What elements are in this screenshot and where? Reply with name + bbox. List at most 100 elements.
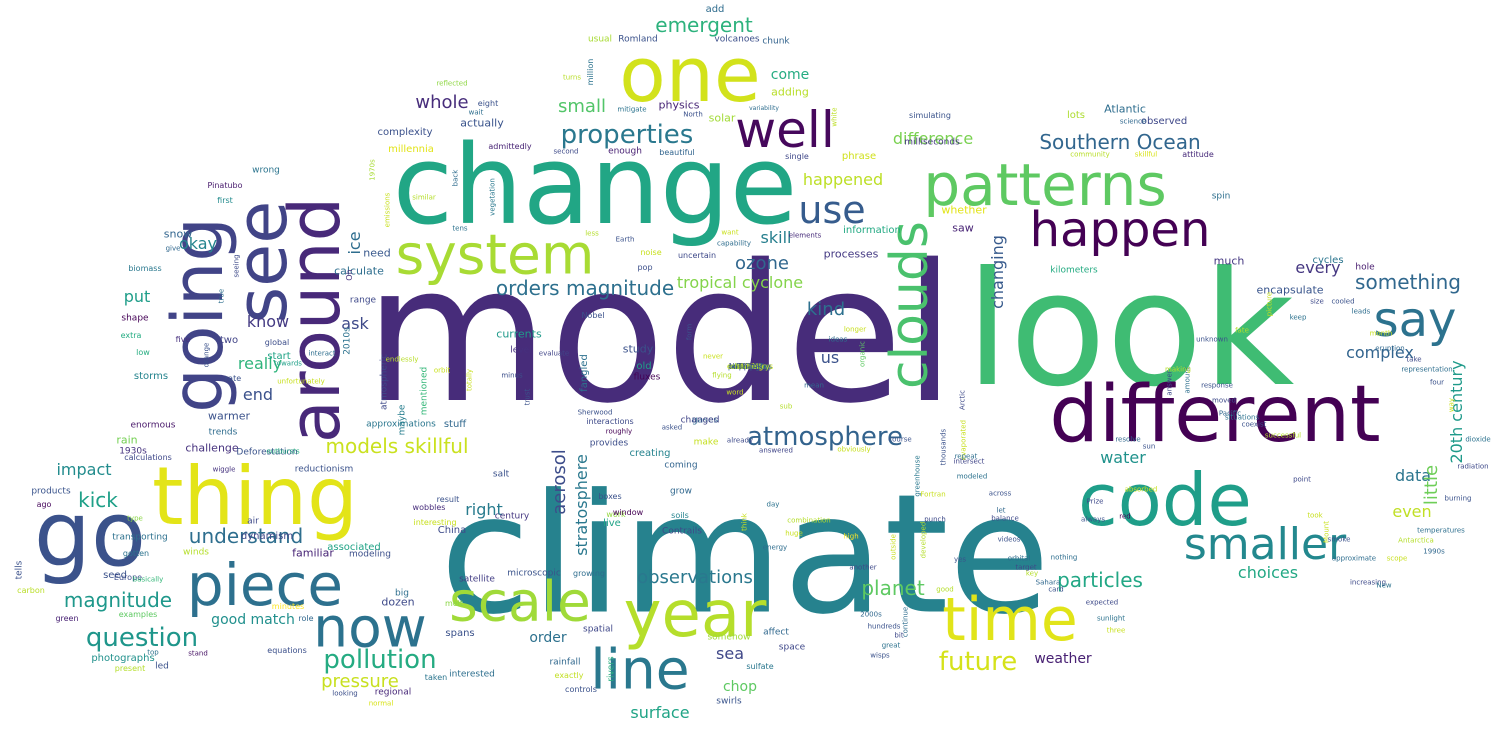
cloud-word: Atlantic xyxy=(1104,102,1146,116)
cloud-word: nothing xyxy=(1050,553,1078,562)
cloud-word: radiation xyxy=(1457,462,1489,471)
cloud-word: us xyxy=(820,348,840,367)
cloud-word: day xyxy=(766,500,780,509)
cloud-word: temperatures xyxy=(1417,526,1465,535)
cloud-word: calculate xyxy=(334,264,384,278)
cloud-word: eight xyxy=(477,99,499,108)
cloud-word: provides xyxy=(589,438,629,449)
cloud-word: eruption xyxy=(1375,344,1405,353)
cloud-word: punch xyxy=(924,515,946,524)
cloud-word: never xyxy=(702,352,724,361)
cloud-word: Contrails xyxy=(662,526,702,537)
cloud-word: aerosol xyxy=(549,449,570,515)
cloud-word: right xyxy=(465,500,503,519)
cloud-word: tells xyxy=(14,560,25,580)
cloud-word: Fortran xyxy=(920,490,946,499)
cloud-word: milliseconds xyxy=(904,137,960,148)
cloud-word: 1930s xyxy=(119,446,147,457)
cloud-word: interact xyxy=(308,349,336,358)
cloud-word: wisps xyxy=(870,651,890,660)
cloud-word: taken xyxy=(424,673,448,682)
cloud-word: mean xyxy=(804,381,824,390)
cloud-word: cooled xyxy=(1331,297,1355,306)
cloud-word: 1990s xyxy=(1423,547,1445,556)
cloud-word: data xyxy=(1394,466,1432,485)
cloud-word: single xyxy=(785,152,809,161)
cloud-word: emergent xyxy=(655,13,753,37)
cloud-word: Oh xyxy=(345,269,354,281)
cloud-word: true xyxy=(217,288,226,304)
cloud-word: somehow xyxy=(707,632,751,643)
cloud-word: mentioned xyxy=(419,366,430,416)
cloud-word: associated xyxy=(327,542,381,553)
cloud-word: change xyxy=(392,121,798,249)
cloud-word: dissipate xyxy=(732,362,768,371)
cloud-word: something xyxy=(1355,270,1461,294)
cloud-word: surface xyxy=(630,703,690,722)
cloud-word: volcanoes xyxy=(714,34,760,45)
cloud-word: ideas xyxy=(828,335,848,344)
cloud-word: patterns xyxy=(923,151,1167,219)
cloud-word: obviously xyxy=(837,445,871,454)
cloud-word: tropical cyclone xyxy=(676,273,804,292)
cloud-word: say xyxy=(1373,292,1457,348)
cloud-word: green xyxy=(55,614,79,623)
cloud-word: New xyxy=(1376,581,1392,590)
cloud-word: century xyxy=(494,511,530,522)
cloud-word: hole xyxy=(1355,262,1375,273)
cloud-word: air xyxy=(247,516,259,527)
cloud-word: Europe xyxy=(113,573,143,582)
cloud-word: representation xyxy=(1401,365,1453,374)
cloud-word: skillful xyxy=(1134,150,1158,159)
cloud-word: evaluate xyxy=(538,349,570,358)
cloud-word: organic xyxy=(858,340,867,368)
cloud-word: grow xyxy=(669,486,693,497)
cloud-word: business xyxy=(732,362,768,371)
cloud-word: predictions xyxy=(727,362,773,371)
cloud-word: use xyxy=(798,188,866,232)
cloud-word: rivers xyxy=(606,656,617,682)
cloud-word: leave xyxy=(739,362,761,371)
cloud-word: 2000s xyxy=(860,610,882,619)
cloud-word: processes xyxy=(823,247,879,261)
cloud-word: already xyxy=(726,436,754,445)
cloud-word: Prize xyxy=(1086,497,1104,506)
cloud-word: combination xyxy=(787,516,831,525)
cloud-word: red xyxy=(1119,512,1131,521)
cloud-word: modeling xyxy=(349,549,391,560)
cloud-word: another xyxy=(849,563,877,572)
cloud-word: million xyxy=(586,58,595,86)
cloud-word: stratosphere xyxy=(572,454,591,556)
cloud-word: rate xyxy=(224,374,242,383)
cloud-word: second xyxy=(553,147,579,156)
cloud-word: rain xyxy=(116,433,138,447)
cloud-word: spatial xyxy=(583,624,613,635)
cloud-word: modeled xyxy=(956,472,988,481)
cloud-word: outbursts xyxy=(266,447,300,456)
cloud-word: scale xyxy=(449,569,591,634)
cloud-word: Arctic xyxy=(958,390,967,410)
cloud-word: okay xyxy=(178,234,218,253)
cloud-word: usual xyxy=(587,34,613,45)
cloud-word: impact xyxy=(56,460,112,479)
cloud-word: Deforestation xyxy=(236,447,298,458)
cloud-word: sub xyxy=(779,402,793,411)
cloud-word: approximations xyxy=(366,419,436,430)
cloud-word: great xyxy=(881,641,901,650)
cloud-word: leads xyxy=(1351,307,1371,316)
cloud-word: old xyxy=(636,361,652,372)
cloud-word: laboratory xyxy=(729,362,771,371)
cloud-word: whether xyxy=(941,203,987,217)
cloud-word: smoke xyxy=(1327,535,1351,544)
cloud-word: low xyxy=(136,348,150,357)
cloud-word: transporting xyxy=(112,532,168,543)
cloud-word: well xyxy=(735,101,835,159)
cloud-word: whole xyxy=(415,92,469,113)
cloud-word: Antarctica xyxy=(1398,536,1434,545)
cloud-word: physics xyxy=(658,98,700,112)
cloud-word: space xyxy=(778,642,806,653)
cloud-word: 2010s xyxy=(342,327,353,355)
cloud-word: situations xyxy=(1224,413,1260,422)
cloud-word: every xyxy=(1295,258,1341,277)
